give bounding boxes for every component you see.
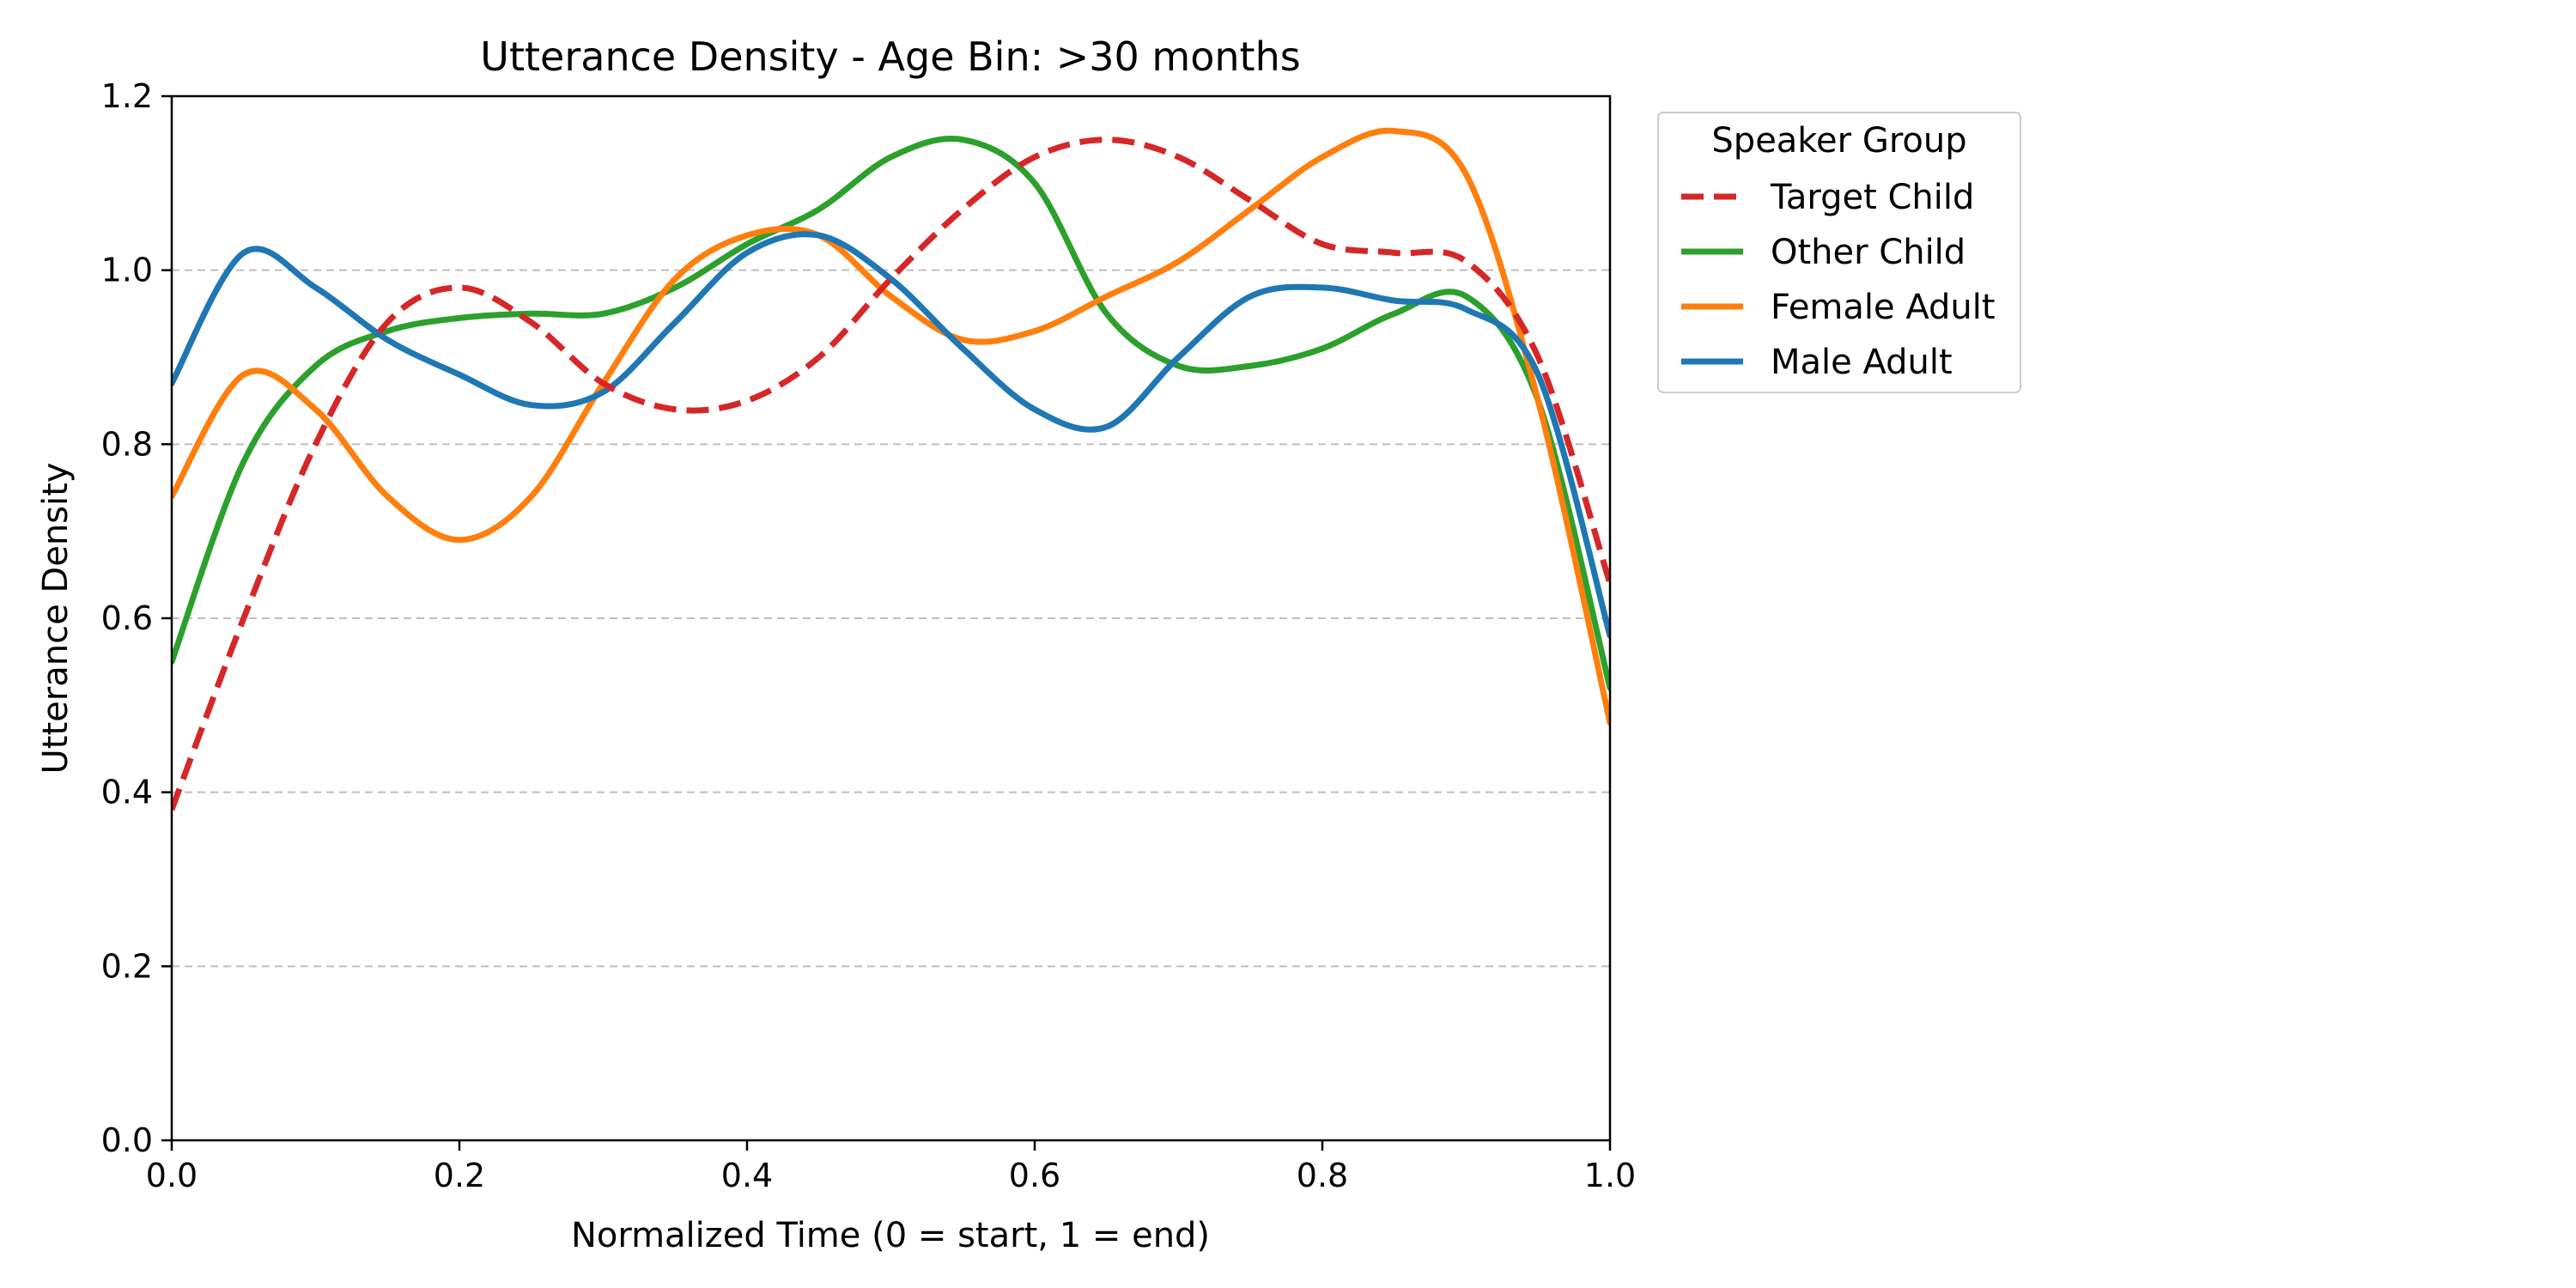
x-tick-label: 0.6	[1009, 1157, 1060, 1194]
legend-title: Speaker Group	[1711, 121, 1966, 161]
series-lines	[172, 127, 1610, 811]
legend: Speaker Group Target Child Other Child Fem…	[1657, 112, 2021, 393]
y-tick-label: 0.2	[101, 947, 153, 985]
series-line-target-child	[172, 137, 1610, 811]
chart-title: Utterance Density - Age Bin: >30 months	[480, 33, 1300, 80]
legend-label: Male Adult	[1771, 343, 1953, 382]
legend-box	[1657, 112, 2021, 393]
series-line-male-adult	[172, 231, 1610, 639]
x-tick-label: 0.2	[434, 1157, 485, 1194]
y-tick-label: 0.8	[101, 425, 153, 463]
x-tick-label: 1.0	[1584, 1157, 1636, 1194]
legend-label: Other Child	[1771, 233, 1965, 272]
y-tick-label: 0.6	[101, 599, 153, 637]
series-line-female-adult	[172, 127, 1610, 726]
legend-label: Female Adult	[1771, 288, 1996, 327]
x-tick-label: 0.4	[721, 1157, 773, 1194]
x-axis-title: Normalized Time (0 = start, 1 = end)	[571, 1216, 1210, 1255]
y-tick-label: 0.0	[101, 1121, 153, 1159]
y-axis-title: Utterance Density	[36, 463, 76, 775]
x-tick-label: 0.8	[1297, 1157, 1348, 1194]
y-tick-label: 0.4	[101, 774, 153, 811]
legend-items: Target Child Other Child Female Adult Male …	[1681, 178, 1996, 382]
axis-ticks: 0.0 0.2 0.4 0.6 0.8 1.0 1.2 0.0 0.2 0.4 0.6 0.8 1.0	[101, 77, 1637, 1194]
y-tick-label: 1.0	[101, 252, 153, 289]
y-tick-label: 1.2	[101, 77, 153, 115]
legend-label: Target Child	[1770, 178, 1974, 217]
x-tick-label: 0.0	[146, 1157, 197, 1194]
